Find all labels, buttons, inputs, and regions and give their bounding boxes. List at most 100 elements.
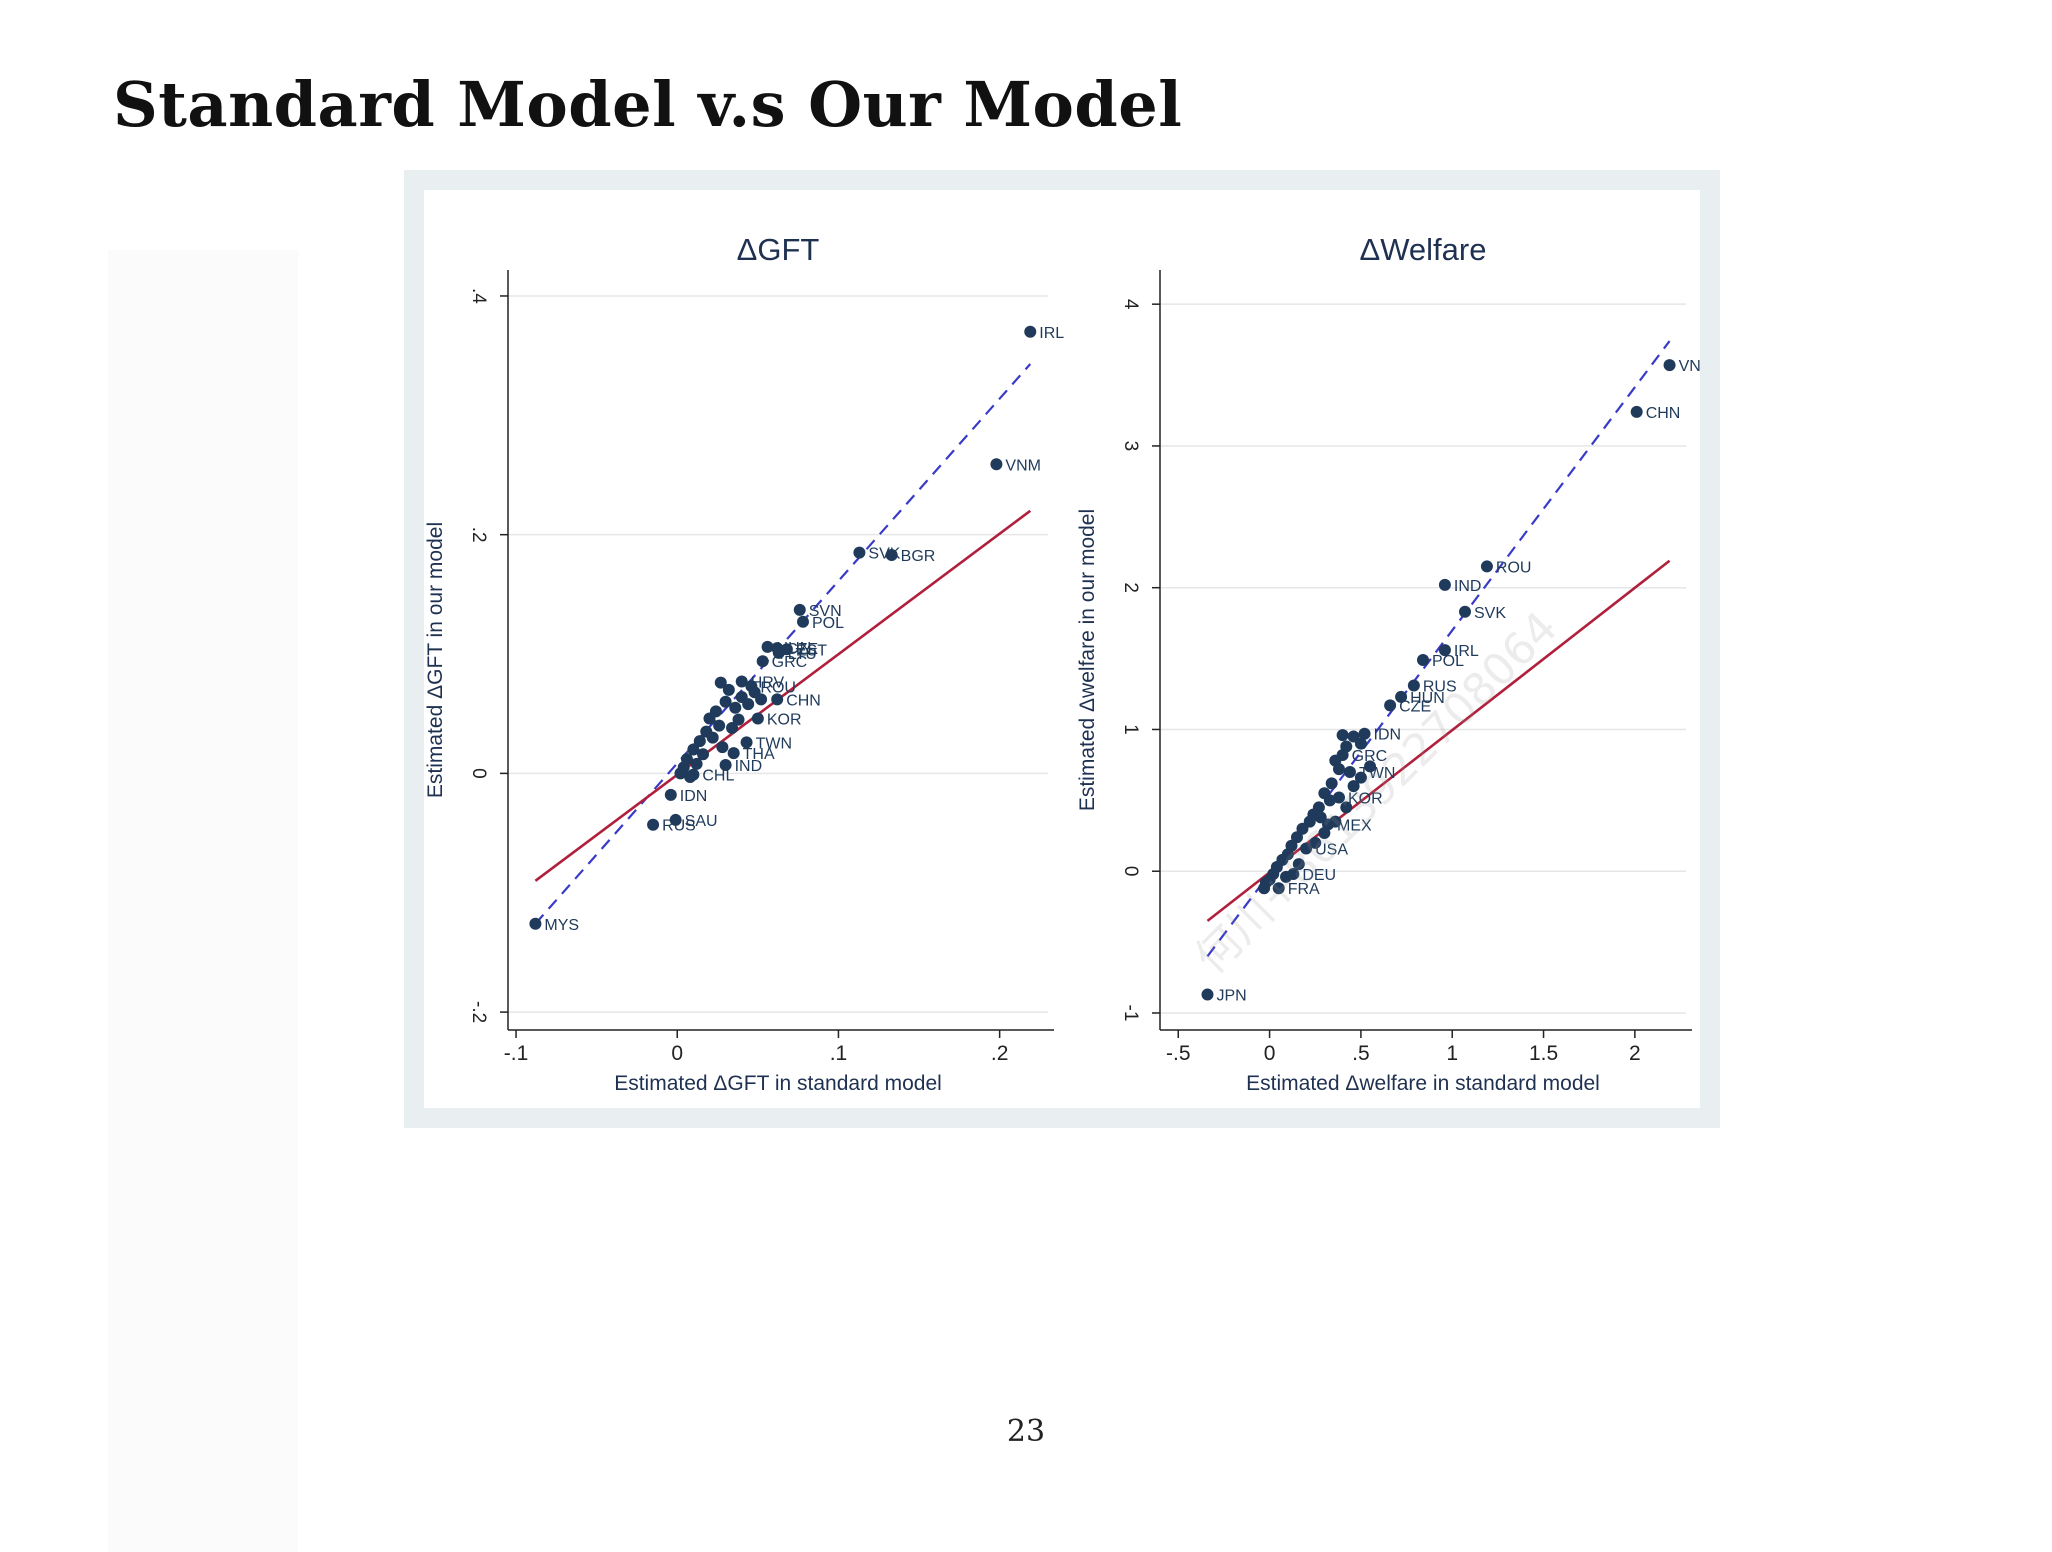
point-label: ROU xyxy=(1496,559,1532,576)
point-label: POL xyxy=(812,615,844,632)
point-label: SVN xyxy=(809,603,842,620)
point-label: HRV xyxy=(751,674,785,691)
point-label: JPN xyxy=(1216,988,1246,1005)
point-label: CZE xyxy=(1399,698,1431,715)
page-margin-shade xyxy=(108,250,298,1552)
y-axis-label: Estimated Δwelfare in our model xyxy=(1076,509,1099,811)
scatter-point xyxy=(1292,858,1305,871)
scatter-point xyxy=(755,693,768,706)
y-axis-label: Estimated ΔGFT in our model xyxy=(424,522,447,798)
x-tick-label: -.1 xyxy=(504,1042,529,1065)
scatter-point xyxy=(1336,729,1349,742)
y-tick-label: .4 xyxy=(468,288,489,304)
y-tick-label: 2 xyxy=(1120,582,1141,593)
scatter-point xyxy=(732,713,745,726)
y-tick-label: 0 xyxy=(468,768,489,779)
scatter-point xyxy=(1358,727,1371,740)
point-label: ROU xyxy=(760,679,796,696)
fit-line xyxy=(534,509,1032,882)
chart-1: -.2 0 .2 .4 -.1 0 .1 .2 ΔGFT Estimated ΔGFT in st… xyxy=(424,232,1064,1095)
point-label: IRL xyxy=(1454,643,1479,660)
point-label: MYS xyxy=(544,917,579,934)
x-tick-label: 0 xyxy=(671,1042,683,1065)
point-label: CHN xyxy=(786,692,821,709)
y-tick-label: 4 xyxy=(1120,299,1141,310)
y-tick-label: -.2 xyxy=(468,1001,489,1023)
scatter-point xyxy=(1300,842,1313,855)
point-label: IDN xyxy=(1374,727,1402,744)
scatter-point xyxy=(674,767,687,780)
point-label: KOR xyxy=(767,711,802,728)
scatter-point xyxy=(684,770,697,783)
scatter-point xyxy=(771,693,784,706)
point-label: EST xyxy=(796,642,827,659)
scatter-point xyxy=(690,757,703,770)
figure-canvas: -.2 0 .2 .4 -.1 0 .1 .2 ΔGFT Estimated ΔGFT in st… xyxy=(424,190,1700,1108)
scatter-point xyxy=(796,615,809,628)
x-tick-label: 1.5 xyxy=(1529,1042,1558,1065)
scatter-point xyxy=(729,701,742,714)
scatter-charts: -.2 0 .2 .4 -.1 0 .1 .2 ΔGFT Estimated ΔGFT in st… xyxy=(424,232,1700,1095)
scatter-point xyxy=(853,546,866,559)
scatter-point xyxy=(1480,560,1493,573)
point-label: SAU xyxy=(685,813,718,830)
scatter-point xyxy=(1347,780,1360,793)
scatter-point xyxy=(1318,826,1331,839)
x-tick-label: .2 xyxy=(991,1042,1009,1065)
point-label: MEX xyxy=(1337,817,1372,834)
point-label: THA xyxy=(743,746,775,763)
point-label: GRC xyxy=(1352,748,1388,765)
scatter-point xyxy=(716,741,729,754)
x-tick-label: 0 xyxy=(1264,1042,1276,1065)
x-tick-label: .5 xyxy=(1352,1042,1370,1065)
scatter-point xyxy=(1343,765,1356,778)
scatter-point xyxy=(1325,777,1338,790)
point-label: CHL xyxy=(702,768,734,785)
scatter-point xyxy=(669,813,682,826)
diagonal-dashed-line xyxy=(534,363,1032,925)
scatter-point xyxy=(1630,405,1643,418)
scatter-point xyxy=(1340,801,1353,814)
point-label: IDN xyxy=(680,788,708,805)
scatter-point xyxy=(1309,836,1322,849)
point-label: FRA xyxy=(1288,881,1320,898)
scatter-point xyxy=(726,722,739,735)
scatter-point xyxy=(761,640,774,653)
point-label: RUS xyxy=(662,818,696,835)
point-label: POL xyxy=(1432,653,1464,670)
scatter-point xyxy=(709,705,722,718)
scatter-point xyxy=(1332,763,1345,776)
scatter-point xyxy=(1438,644,1451,657)
y-tick-label: 0 xyxy=(1120,866,1141,877)
scatter-point xyxy=(751,712,764,725)
chart-title: ΔGFT xyxy=(737,232,820,267)
scatter-point xyxy=(1296,822,1309,835)
scatter-point xyxy=(719,695,732,708)
scatter-point xyxy=(793,603,806,616)
scatter-point xyxy=(1438,578,1451,591)
scatter-point xyxy=(1329,815,1342,828)
scatter-point xyxy=(687,743,700,756)
y-tick-label: 1 xyxy=(1120,724,1141,735)
point-label: VNM xyxy=(1679,358,1700,375)
scatter-point xyxy=(1417,654,1429,666)
scatter-point xyxy=(664,788,677,801)
x-tick-label: .1 xyxy=(830,1042,848,1065)
scatter-point xyxy=(529,917,542,930)
scatter-point xyxy=(706,731,719,744)
scatter-point xyxy=(1364,760,1377,773)
scatter-point xyxy=(1459,605,1472,618)
scatter-point xyxy=(714,676,727,689)
point-label: VNM xyxy=(1005,457,1041,474)
scatter-point xyxy=(1395,690,1408,703)
scatter-point xyxy=(719,759,732,772)
point-label: LTU xyxy=(788,646,817,663)
point-label: RUS xyxy=(1423,679,1457,696)
scatter-point xyxy=(1280,870,1293,883)
scatter-point xyxy=(1314,811,1327,824)
x-tick-label: 2 xyxy=(1629,1042,1641,1065)
scatter-point xyxy=(1272,882,1285,895)
point-label: GRC xyxy=(772,654,808,671)
scatter-point xyxy=(740,736,753,749)
point-label: CZE xyxy=(786,641,818,658)
